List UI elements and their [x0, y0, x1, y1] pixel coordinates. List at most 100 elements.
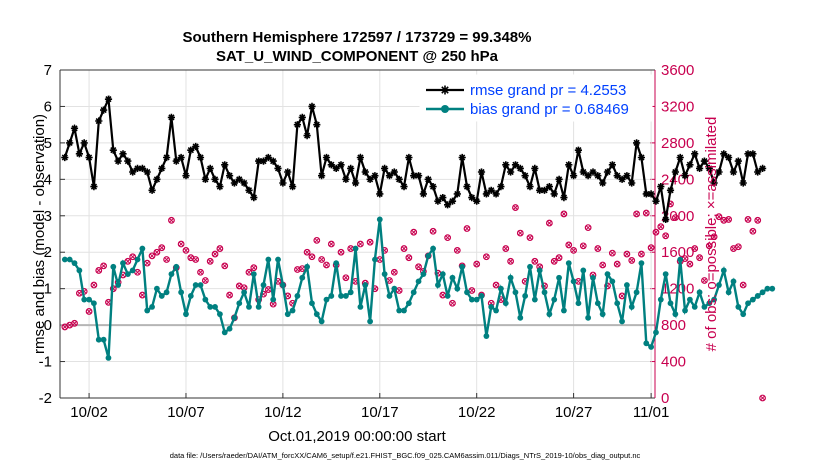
obs-count-point	[313, 236, 321, 244]
bias-point	[265, 256, 272, 263]
bias-point	[648, 344, 655, 350]
bias-point	[483, 333, 490, 339]
rmse-point	[599, 179, 607, 187]
obs-assimilated-point	[391, 269, 397, 275]
bias-point	[226, 325, 233, 332]
bias-point	[347, 289, 354, 296]
bias-point	[372, 256, 378, 263]
obs-count-point	[594, 245, 602, 252]
rmse-point	[264, 153, 272, 162]
rmse-point	[749, 150, 757, 158]
rmse-point	[395, 175, 403, 183]
obs-count-point	[90, 281, 98, 289]
obs-assimilated-point	[726, 216, 732, 222]
bias-point	[604, 271, 611, 277]
rmse-point	[618, 175, 626, 183]
rmse-point	[734, 157, 742, 165]
legend-bias-marker	[441, 105, 449, 113]
rmse-point	[245, 186, 253, 194]
x-tick-label: 10/22	[458, 404, 496, 421]
bias-point	[749, 296, 756, 303]
rmse-point	[61, 153, 69, 162]
bias-point	[701, 303, 708, 310]
obs-count-point	[206, 257, 214, 265]
bias-point	[478, 293, 485, 299]
obs-assimilated-point	[653, 229, 659, 235]
rmse-point	[313, 121, 321, 129]
obs-count-point	[638, 250, 645, 258]
bias-point	[246, 303, 252, 310]
obs-assimilated-point	[251, 265, 257, 271]
obs-assimilated-point	[265, 287, 271, 293]
bias-point	[304, 263, 311, 270]
obs-count-point	[415, 263, 422, 271]
bias-point	[730, 278, 737, 285]
rmse-point	[754, 168, 762, 176]
rmse-point	[570, 172, 578, 180]
bias-point	[284, 311, 291, 318]
obs-count-point	[725, 216, 733, 223]
obs-assimilated-point	[716, 214, 722, 220]
obs-count-point	[429, 227, 437, 235]
obs-assimilated-point	[697, 255, 703, 261]
rmse-point	[555, 175, 563, 183]
rmse-point	[405, 153, 413, 162]
y-right-tick-label: 3200	[661, 98, 694, 115]
y-right-tick-label: 800	[661, 317, 686, 334]
obs-count-point	[623, 250, 631, 258]
bias-point	[764, 285, 771, 292]
bias-point	[129, 267, 136, 274]
rmse-point	[526, 183, 534, 191]
bias-point	[299, 274, 306, 281]
rmse-point	[322, 153, 331, 162]
bias-point	[580, 267, 587, 274]
bias-point	[255, 303, 262, 310]
obs-assimilated-point	[96, 267, 102, 273]
y-tick-label: -2	[39, 390, 52, 407]
rmse-point	[715, 168, 723, 176]
x-tick-label: 11/01	[633, 404, 669, 421]
obs-count-point	[579, 242, 587, 250]
rmse-point	[502, 161, 510, 169]
rmse-point	[458, 153, 466, 162]
rmse-point	[608, 161, 616, 169]
obs-assimilated-point	[701, 277, 707, 284]
rmse-point	[739, 179, 747, 187]
bias-point	[207, 303, 214, 310]
bias-point	[313, 311, 320, 318]
bias-point	[134, 256, 141, 263]
rmse-point	[66, 139, 74, 147]
rmse-point	[424, 175, 432, 183]
rmse-point	[657, 183, 665, 191]
obs-assimilated-point	[367, 239, 373, 245]
obs-assimilated-point	[721, 217, 727, 223]
bias-point	[667, 300, 674, 307]
legend: rmse grand pr = 4.2553 bias grand pr = 0.…	[419, 74, 653, 122]
bias-point	[158, 293, 165, 299]
bias-point	[415, 278, 422, 285]
obs-count-point	[502, 245, 510, 252]
bias-point	[221, 329, 228, 336]
obs-count-point	[696, 254, 703, 262]
rmse-point	[594, 172, 602, 180]
bias-point	[149, 303, 155, 310]
rmse-point	[158, 164, 166, 172]
obs-count-point	[192, 256, 200, 263]
obs-assimilated-point	[454, 247, 460, 253]
bias-point	[551, 296, 558, 303]
obs-assimilated-point	[571, 247, 577, 253]
rmse-point	[434, 197, 442, 205]
obs-count-point	[323, 261, 330, 269]
obs-assimilated-point	[71, 320, 78, 326]
rmse-point	[473, 197, 481, 205]
bias-point	[66, 256, 73, 263]
legend-bias-label: bias grand pr = 0.68469	[470, 101, 629, 118]
bias-point	[163, 289, 170, 296]
rmse-point	[468, 194, 476, 202]
rmse-point	[497, 183, 505, 191]
obs-assimilated-point	[449, 300, 456, 306]
rmse-point	[250, 194, 258, 202]
bias-point	[754, 293, 761, 299]
rmse-point	[318, 172, 326, 180]
bias-point	[270, 296, 277, 303]
